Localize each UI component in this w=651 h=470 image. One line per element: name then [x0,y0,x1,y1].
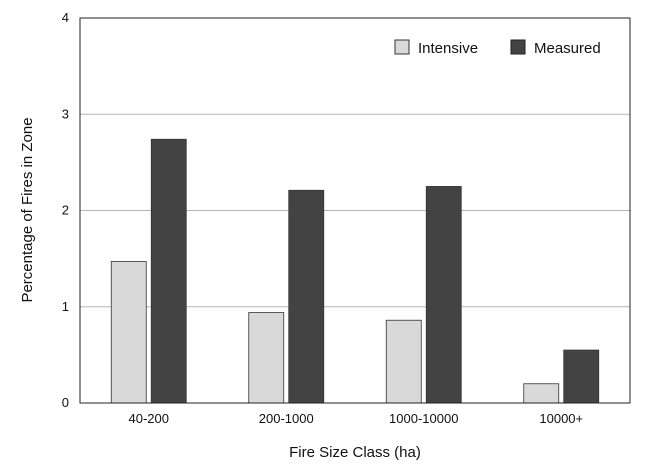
bar-measured-1 [288,189,325,404]
x-tick-label: 1000-10000 [389,411,458,426]
y-axis-title: Percentage of Fires in Zone [19,117,36,302]
bar-measured-3 [563,349,600,404]
bars [110,138,600,404]
y-tick-labels: 0 1 2 3 4 [62,10,69,410]
legend-swatch-intensive [394,39,410,55]
bar-intensive-0 [110,261,147,404]
x-tick-label: 40-200 [129,411,169,426]
y-tick-label: 4 [62,10,69,25]
x-tick-label: 10000+ [539,411,583,426]
bar-intensive-2 [385,319,422,404]
x-tick-labels: 40-200 200-1000 1000-10000 10000+ [129,411,584,426]
x-tick-label: 200-1000 [259,411,314,426]
y-tick-label: 3 [62,106,69,121]
bar-intensive-3 [523,383,560,404]
plot-frame [79,17,631,404]
legend-label-intensive: Intensive [418,40,478,57]
y-tick-label: 1 [62,299,69,314]
legend-label-measured: Measured [534,40,601,57]
bar-measured-0 [150,138,187,404]
y-tick-label: 2 [62,203,69,218]
bar-intensive-1 [248,312,285,404]
legend: Intensive Measured [394,39,601,57]
y-tick-label: 0 [62,395,69,410]
bar-measured-2 [425,186,462,404]
x-axis-title: Fire Size Class (ha) [289,444,421,461]
legend-swatch-measured [510,39,526,55]
